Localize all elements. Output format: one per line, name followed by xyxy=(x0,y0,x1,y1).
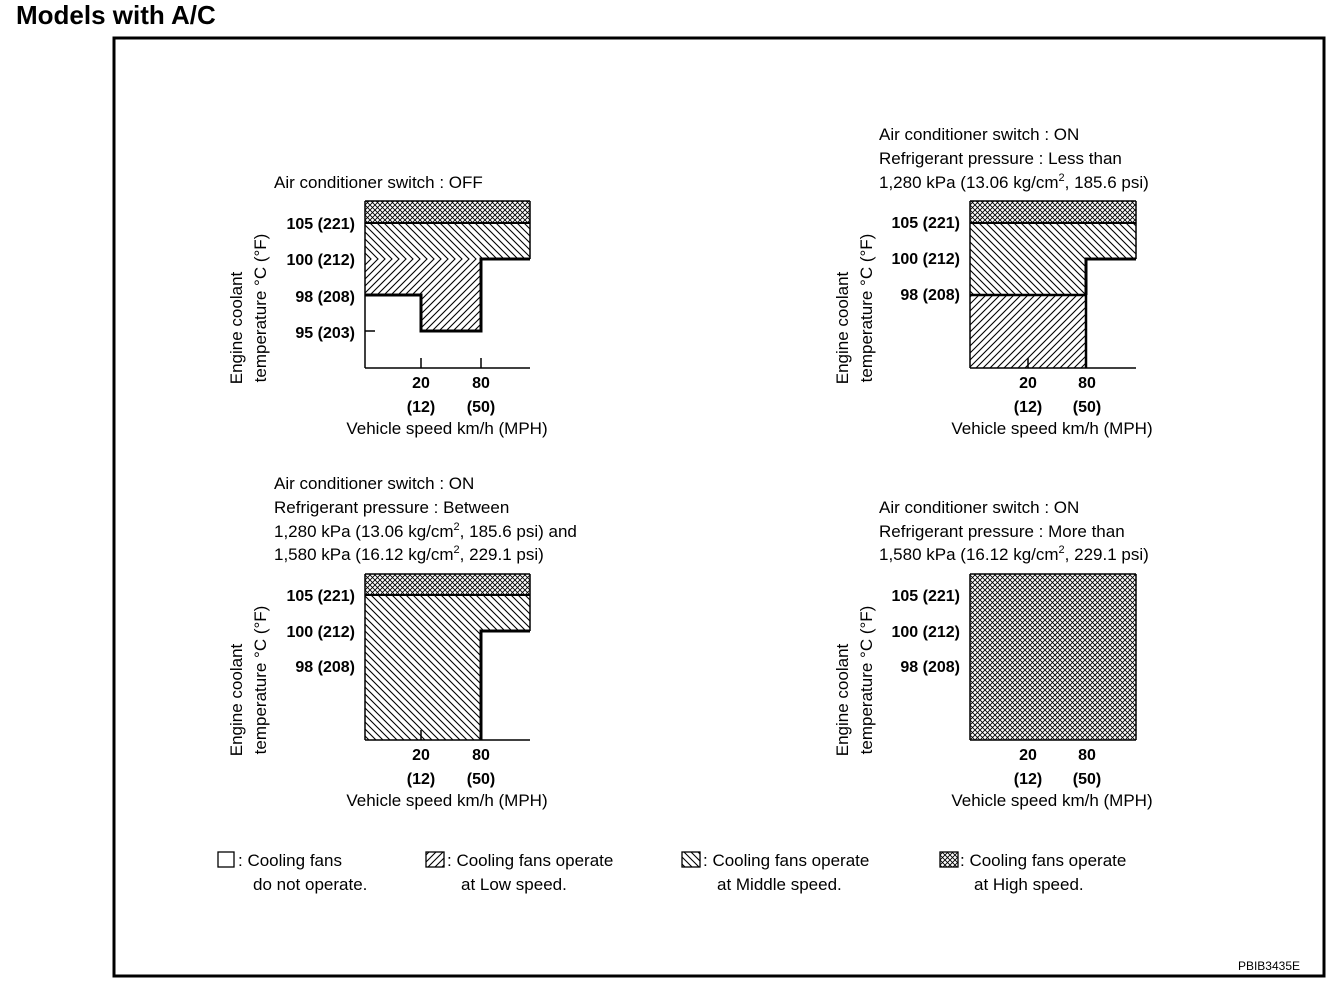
y-tick-label: 105 (221) xyxy=(287,588,356,605)
x-tick-label: (50) xyxy=(1073,399,1101,416)
x-axis-label: Vehicle speed km/h (MPH) xyxy=(346,791,547,810)
chart-caption-line: 1,280 kPa (13.06 kg/cm2, 185.6 psi) and xyxy=(274,521,577,541)
figure-frame xyxy=(112,36,1326,978)
y-axis-label: Engine coolant xyxy=(833,271,852,384)
chart-caption-line: Refrigerant pressure : Between xyxy=(274,498,509,517)
zone-middle xyxy=(365,223,530,259)
x-tick-label: (12) xyxy=(1014,399,1042,416)
y-tick-label: 105 (221) xyxy=(892,588,961,605)
legend-swatch-middle xyxy=(681,851,701,868)
x-axis-label: Vehicle speed km/h (MPH) xyxy=(951,791,1152,810)
chart-ac-on-between-pressure: Air conditioner switch : ON Refrigerant … xyxy=(227,474,577,810)
legend: : Cooling fans do not operate. : Cooling… xyxy=(217,851,1126,894)
x-tick-label: (50) xyxy=(467,399,495,416)
x-axis-label: Vehicle speed km/h (MPH) xyxy=(951,419,1152,438)
legend-label: : Cooling fans operate xyxy=(447,851,613,870)
legend-swatch-low xyxy=(425,851,445,868)
x-tick-label: 80 xyxy=(1078,747,1096,764)
legend-label: : Cooling fans operate xyxy=(960,851,1126,870)
chart-caption-line: Refrigerant pressure : More than xyxy=(879,522,1125,541)
chart-ac-off: Air conditioner switch : OFF 105 (221) 1… xyxy=(227,173,548,438)
y-tick-label: 100 (212) xyxy=(892,251,961,268)
chart-caption-line: Air conditioner switch : ON xyxy=(879,125,1079,144)
x-tick-label: 80 xyxy=(472,747,490,764)
chart-caption-line: 1,280 kPa (13.06 kg/cm2, 185.6 psi) xyxy=(879,172,1149,192)
chart-caption-line: Air conditioner switch : ON xyxy=(879,498,1079,517)
y-axis-label: temperature °C (°F) xyxy=(857,234,876,383)
y-axis-label: temperature °C (°F) xyxy=(251,234,270,383)
legend-swatch-off xyxy=(217,851,235,868)
x-tick-label: (50) xyxy=(1073,771,1101,788)
legend-label: at Low speed. xyxy=(461,875,567,894)
figure-code: PBIB3435E xyxy=(1238,959,1300,973)
chart-caption-line: Air conditioner switch : OFF xyxy=(274,173,483,192)
y-tick-label: 98 (208) xyxy=(295,659,355,676)
x-tick-label: 20 xyxy=(412,747,430,764)
chart-caption-line: Refrigerant pressure : Less than xyxy=(879,149,1122,168)
zone-high xyxy=(970,574,1136,740)
chart-ac-on-high-pressure: Air conditioner switch : ON Refrigerant … xyxy=(833,498,1153,810)
x-tick-label: (50) xyxy=(467,771,495,788)
y-axis-label: Engine coolant xyxy=(833,643,852,756)
y-tick-label: 100 (212) xyxy=(892,624,961,641)
zone-high xyxy=(365,574,530,595)
legend-swatch-high xyxy=(939,851,959,868)
legend-label: : Cooling fans xyxy=(238,851,342,870)
zone-low xyxy=(970,295,1086,368)
legend-label: do not operate. xyxy=(253,875,367,894)
y-tick-label: 98 (208) xyxy=(900,659,960,676)
page-title: Models with A/C xyxy=(16,0,216,30)
zone-middle xyxy=(970,223,1136,295)
x-tick-label: (12) xyxy=(407,399,435,416)
legend-label: at High speed. xyxy=(974,875,1084,894)
y-tick-label: 98 (208) xyxy=(900,287,960,304)
y-tick-label: 95 (203) xyxy=(295,325,355,342)
legend-label: at Middle speed. xyxy=(717,875,842,894)
x-tick-label: (12) xyxy=(407,771,435,788)
y-tick-label: 105 (221) xyxy=(287,216,356,233)
chart-ac-on-low-pressure: Air conditioner switch : ON Refrigerant … xyxy=(833,125,1153,438)
x-tick-label: 20 xyxy=(1019,747,1037,764)
y-axis-label: temperature °C (°F) xyxy=(857,606,876,755)
zone-low xyxy=(365,259,481,331)
chart-caption-line: Air conditioner switch : ON xyxy=(274,474,474,493)
x-tick-label: 20 xyxy=(412,375,430,392)
x-tick-label: 80 xyxy=(472,375,490,392)
y-axis-label: Engine coolant xyxy=(227,271,246,384)
chart-caption-line: 1,580 kPa (16.12 kg/cm2, 229.1 psi) xyxy=(879,544,1149,564)
y-axis-label: temperature °C (°F) xyxy=(251,606,270,755)
legend-label: : Cooling fans operate xyxy=(703,851,869,870)
zone-high xyxy=(365,201,530,223)
x-axis-label: Vehicle speed km/h (MPH) xyxy=(346,419,547,438)
chart-caption-line: 1,580 kPa (16.12 kg/cm2, 229.1 psi) xyxy=(274,544,544,564)
x-tick-label: 20 xyxy=(1019,375,1037,392)
x-tick-label: (12) xyxy=(1014,771,1042,788)
zone-middle xyxy=(365,595,530,740)
zone-high xyxy=(970,201,1136,223)
y-tick-label: 105 (221) xyxy=(892,215,961,232)
y-tick-label: 98 (208) xyxy=(295,289,355,306)
x-tick-label: 80 xyxy=(1078,375,1096,392)
y-tick-label: 100 (212) xyxy=(287,252,356,269)
y-axis-label: Engine coolant xyxy=(227,643,246,756)
y-tick-label: 100 (212) xyxy=(287,624,356,641)
